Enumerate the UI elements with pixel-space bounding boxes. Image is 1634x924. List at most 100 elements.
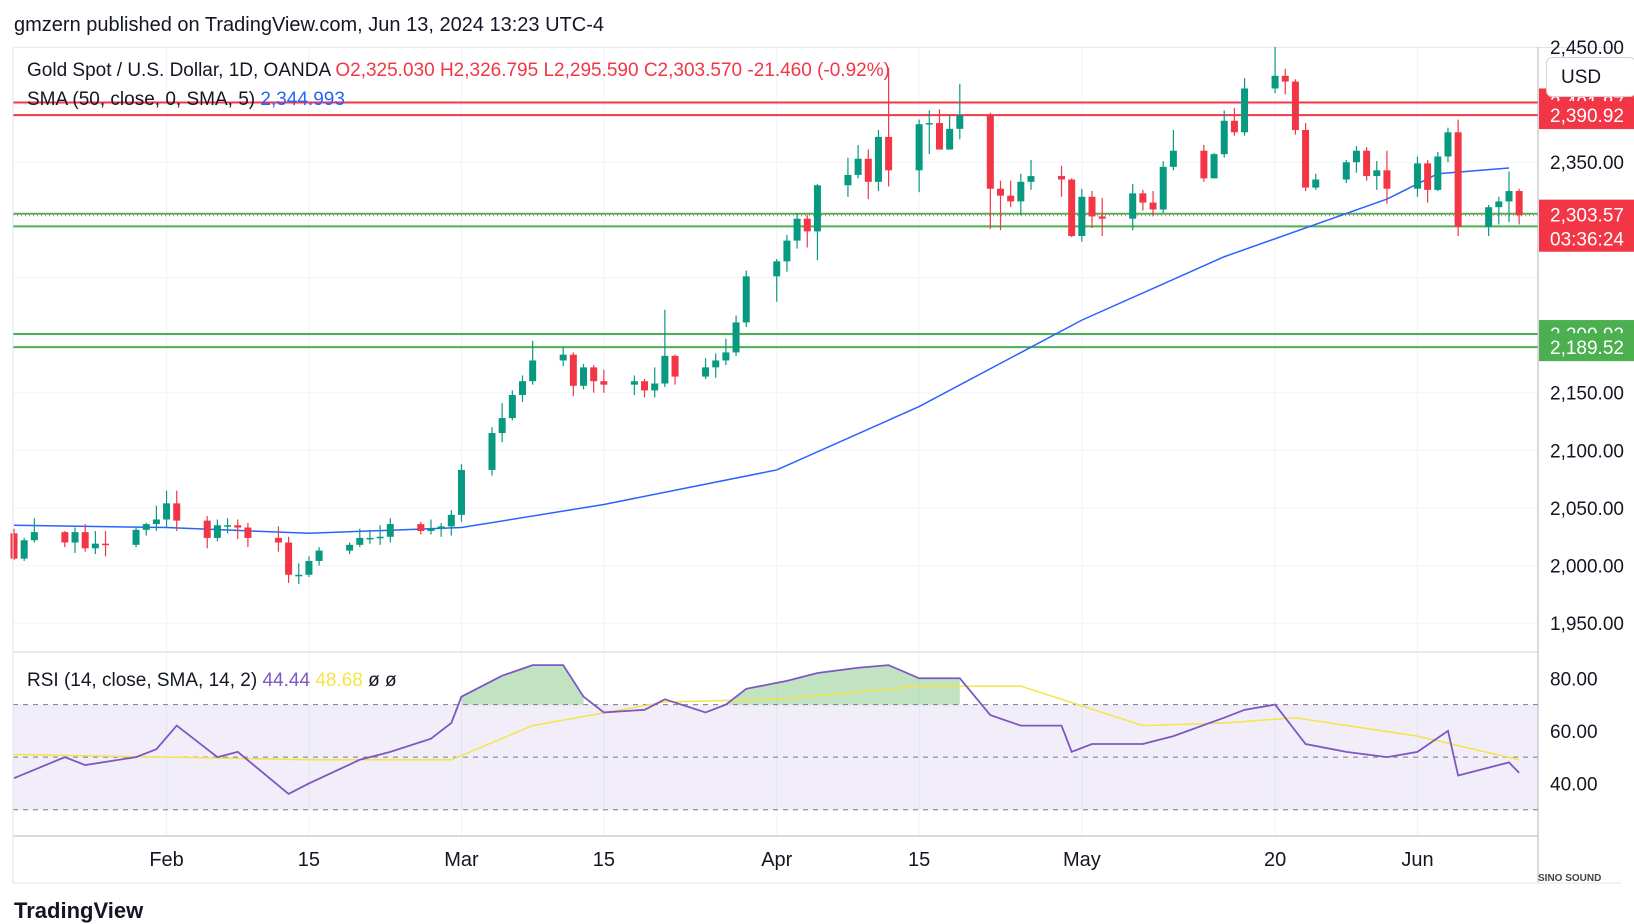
- candle: [885, 67, 893, 187]
- candle-body: [1352, 150, 1360, 163]
- level-price-label: 2,390.92: [1550, 106, 1624, 127]
- rsi-extra: ø ø: [368, 670, 397, 691]
- candle-body: [1149, 202, 1157, 210]
- candle-body: [132, 529, 140, 545]
- countdown-label: 03:36:24: [1550, 230, 1624, 251]
- candle-body: [81, 532, 89, 549]
- candle-body: [1363, 150, 1371, 177]
- candle-body: [508, 395, 516, 419]
- currency-selector[interactable]: USD: [1546, 57, 1634, 97]
- watermark-text: SINO SOUND: [1538, 873, 1602, 884]
- candle: [102, 531, 110, 557]
- candle-body: [946, 128, 954, 150]
- candle-body: [732, 322, 740, 353]
- candle: [854, 144, 862, 179]
- time-axis-labels: Feb 15 Mar 15 Apr 15 May 20 Jun: [149, 849, 1433, 871]
- rsi-legend: RSI (14, close, SMA, 14, 2) 44.44 48.68 …: [27, 670, 397, 692]
- time-tick-label: Jun: [1401, 849, 1433, 871]
- candle-body: [203, 520, 211, 538]
- candle: [1312, 173, 1320, 190]
- candle-body: [590, 367, 598, 382]
- candle: [315, 547, 323, 566]
- candle: [1383, 150, 1391, 204]
- candle-body: [295, 574, 303, 577]
- candle: [203, 516, 211, 549]
- grid-lines: [13, 46, 1538, 836]
- candle-body: [1017, 181, 1025, 202]
- candle: [1271, 47, 1279, 94]
- candle: [213, 519, 221, 542]
- candle: [1352, 146, 1360, 173]
- candle: [61, 531, 69, 548]
- candle: [71, 527, 79, 553]
- time-tick-label: May: [1063, 849, 1101, 871]
- candle-body: [569, 354, 577, 386]
- candle: [580, 363, 588, 390]
- candle: [1078, 188, 1086, 242]
- candle-body: [1210, 154, 1218, 179]
- chart-legend: Gold Spot / U.S. Dollar, 1D, OANDA O2,32…: [27, 60, 890, 110]
- candle: [661, 309, 669, 387]
- candle-body: [600, 381, 608, 385]
- candle: [346, 542, 354, 555]
- candle: [996, 180, 1004, 231]
- candle-body: [437, 526, 445, 529]
- candle-body: [1129, 193, 1137, 219]
- candle-body: [1434, 156, 1442, 190]
- candle-body: [30, 532, 38, 541]
- candle-body: [71, 532, 79, 543]
- candle-body: [1413, 163, 1421, 189]
- candle: [1241, 78, 1249, 136]
- candle-body: [956, 114, 964, 129]
- candle-body: [346, 544, 354, 551]
- candle-body: [1302, 129, 1310, 188]
- rsi-tick-label: 40.00: [1550, 774, 1598, 795]
- candle-body: [874, 136, 882, 182]
- candle: [529, 340, 537, 385]
- candle: [1454, 119, 1462, 236]
- candle-body: [1485, 207, 1493, 227]
- candle-body: [986, 114, 994, 189]
- candle: [152, 505, 160, 531]
- candle-body: [1200, 150, 1208, 179]
- candle-body: [61, 532, 69, 543]
- candle: [651, 367, 659, 398]
- rsi-pane: [13, 651, 1538, 811]
- candle-body: [356, 537, 364, 545]
- candle: [783, 234, 791, 272]
- price-tick-label: 1,950.00: [1550, 614, 1624, 635]
- time-tick-label: 20: [1264, 849, 1286, 871]
- candle: [1159, 161, 1167, 213]
- candle-body: [1515, 191, 1523, 216]
- currency-label: USD: [1561, 67, 1602, 88]
- publish-header: gmzern published on TradingView.com, Jun…: [14, 14, 604, 36]
- candle: [163, 490, 171, 528]
- footer-text: TradingView: [14, 898, 144, 923]
- candle: [132, 526, 140, 548]
- candle-body: [142, 524, 150, 530]
- candle: [1139, 189, 1147, 211]
- candle: [702, 358, 710, 379]
- candle: [457, 464, 465, 522]
- candle-body: [702, 367, 710, 377]
- candle: [417, 521, 425, 535]
- candle: [498, 403, 506, 443]
- tradingview-logo: TradingView: [14, 898, 143, 924]
- candle: [285, 536, 293, 583]
- rsi-ma-value: 48.68: [315, 670, 363, 691]
- candle: [10, 528, 18, 560]
- candle-body: [91, 543, 99, 549]
- rsi-tick-label: 60.00: [1550, 722, 1598, 743]
- candle: [1485, 204, 1493, 236]
- candle-body: [793, 218, 801, 241]
- candle-body: [1027, 176, 1035, 182]
- candle-body: [1271, 75, 1279, 89]
- candle-body: [1454, 132, 1462, 227]
- candle: [1088, 191, 1096, 228]
- candle: [1413, 156, 1421, 197]
- candle: [173, 490, 181, 531]
- candle-body: [854, 158, 862, 175]
- candle-body: [1495, 201, 1503, 208]
- candle: [427, 519, 435, 535]
